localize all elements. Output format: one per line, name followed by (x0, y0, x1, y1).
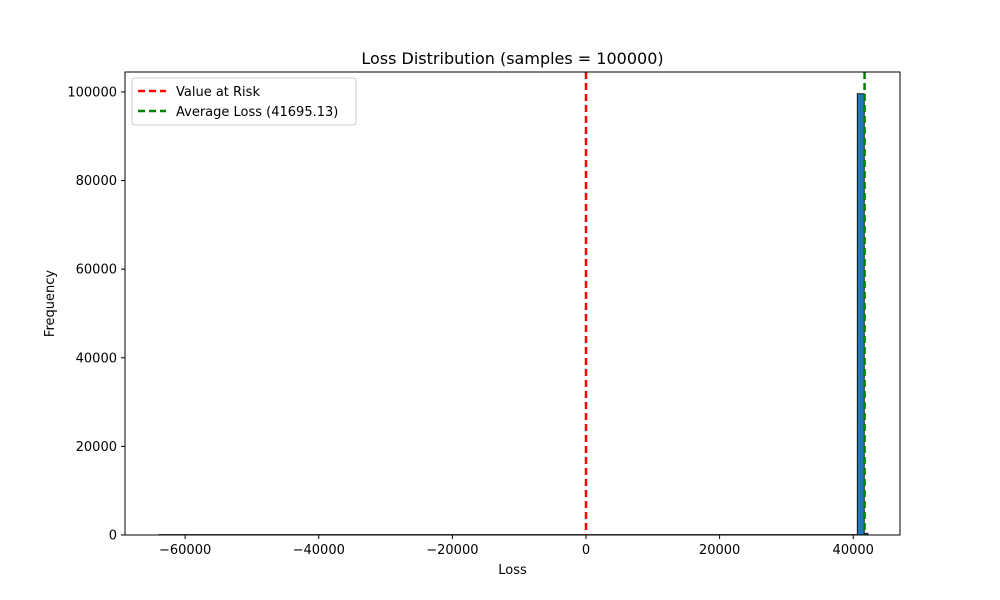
y-tick-label: 0 (109, 529, 117, 544)
x-axis-label: Loss (498, 563, 527, 578)
x-tick-label: −60000 (159, 543, 211, 558)
y-tick-label: 20000 (76, 440, 117, 455)
x-tick-label: 20000 (699, 543, 740, 558)
x-tick-label: 40000 (833, 543, 874, 558)
y-tick-label: 100000 (67, 85, 117, 100)
y-axis: 0 20000 40000 60000 80000 100000 (67, 85, 125, 544)
y-axis-label: Frequency (43, 270, 58, 337)
x-tick-label: −40000 (293, 543, 345, 558)
legend-box (131, 77, 357, 126)
x-tick-label: 0 (582, 543, 590, 558)
legend-label-value-at-risk: Value at Risk (176, 85, 260, 100)
axes-frame (124, 71, 901, 536)
legend: Value at Risk Average Loss (41695.13) (131, 77, 357, 126)
x-axis: −60000 −40000 −20000 0 20000 40000 (159, 535, 874, 558)
y-tick-label: 40000 (76, 351, 117, 366)
x-tick-label: −20000 (426, 543, 478, 558)
y-tick-label: 60000 (76, 263, 117, 278)
histogram-bar (856, 93, 865, 536)
legend-label-average-loss: Average Loss (41695.13) (176, 105, 338, 120)
y-tick-label: 80000 (76, 174, 117, 189)
chart-title: Loss Distribution (samples = 100000) (361, 49, 663, 68)
